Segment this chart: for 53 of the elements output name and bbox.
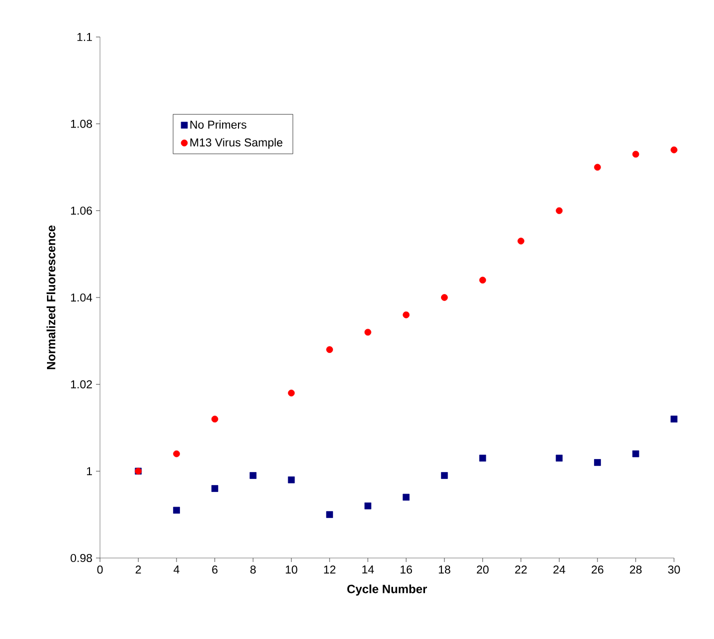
- y-axis-title: Normalized Fluorescence: [46, 226, 56, 370]
- point: [173, 450, 180, 458]
- point: [670, 416, 678, 422]
- y-tick-label: 1.08: [71, 120, 92, 128]
- point: [364, 328, 372, 336]
- x-tick-label: 28: [630, 566, 642, 574]
- x-tick-label: 20: [476, 566, 489, 574]
- x-axis-title: Cycle Number: [347, 584, 427, 596]
- point: [518, 238, 524, 244]
- y-tick-label: 0.98: [70, 554, 92, 562]
- point: [402, 494, 410, 501]
- y-tick-label: 1.1: [77, 33, 92, 41]
- y-tick-label: 1.06: [71, 206, 92, 215]
- x-tick-label: 26: [592, 566, 604, 574]
- point: [632, 450, 640, 458]
- point: [479, 454, 486, 462]
- point: [173, 506, 180, 514]
- point: [211, 485, 218, 492]
- point: [364, 502, 372, 510]
- point: [556, 454, 563, 462]
- x-tick-label: 22: [515, 566, 527, 574]
- point: [326, 346, 334, 353]
- x-tick-label: 6: [212, 566, 218, 574]
- point: [479, 276, 486, 284]
- point: [441, 472, 448, 479]
- point: [288, 476, 295, 484]
- point: [402, 311, 410, 318]
- legend-label: M13 Virus Sample: [190, 138, 282, 149]
- y-tick-label: 1.04: [71, 293, 92, 302]
- x-tick-label: 30: [668, 566, 680, 574]
- point: [670, 146, 678, 154]
- x-tick-label: 0: [97, 566, 103, 574]
- point: [594, 459, 601, 466]
- point: [211, 416, 218, 422]
- x-tick-label: 16: [400, 566, 412, 574]
- point: [326, 511, 334, 518]
- x-tick-label: 12: [324, 566, 336, 574]
- x-tick-label: 10: [286, 566, 298, 574]
- x-tick-label: 18: [438, 566, 450, 574]
- point: [632, 150, 640, 158]
- x-tick-label: 14: [362, 566, 374, 574]
- y-tick-label: 1: [86, 467, 92, 476]
- x-tick-label: 4: [174, 566, 180, 574]
- legend-label: No Primers: [190, 120, 246, 129]
- x-tick-label: 2: [136, 566, 141, 574]
- y-tick-label: 1.02: [71, 380, 92, 388]
- x-tick-label: 8: [250, 566, 256, 574]
- point: [556, 207, 563, 214]
- point: [250, 472, 256, 479]
- x-tick-label: 24: [553, 566, 566, 574]
- point: [288, 390, 295, 396]
- point: [594, 164, 601, 171]
- point: [441, 294, 448, 301]
